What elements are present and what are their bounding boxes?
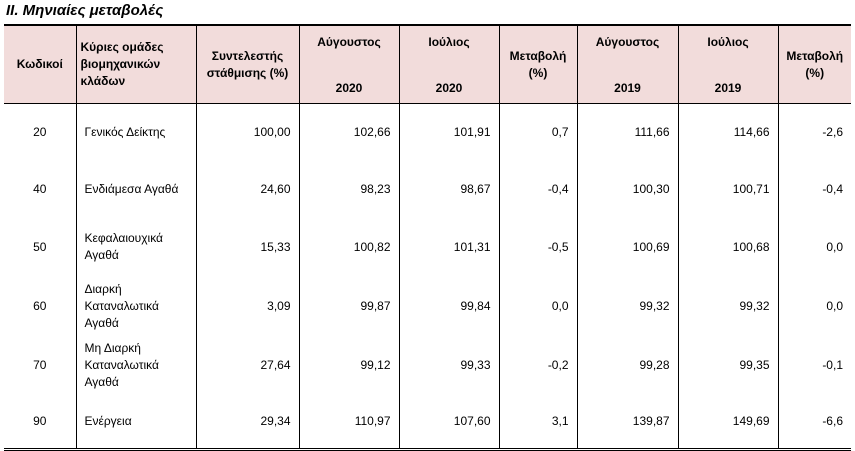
row-aug-2019: 99,32 [576, 276, 678, 336]
row-jul-2020: 99,84 [398, 276, 499, 336]
header-code: Κωδικοί [16, 57, 63, 71]
table-row: 20 Γενικός Δείκτης 100,00 102,66 101,91 0,7 11… [4, 103, 851, 161]
row-change-2: -0,4 [777, 160, 851, 218]
row-jul-2019: 100,68 [677, 217, 778, 277]
header-jul-2019: Ιούλιος 2019 [677, 25, 778, 104]
row-jul-2019: 100,71 [677, 160, 778, 218]
row-name: Γενικός Δείκτης [75, 103, 196, 161]
table-row: 70 Μη Διαρκή Καταναλωτικά Αγαθά 27,64 99,12… [4, 335, 851, 395]
table-row: 50 Κεφαλαιουχικά Αγαθά 15,33 100,82 101,31 -0… [4, 217, 851, 277]
table-row: 90 Ενέργεια 29,34 110,97 107,60 3,1 139,87 149,… [4, 394, 851, 450]
row-change-2: 0,0 [777, 276, 851, 336]
header-weight: Συντελεστής στάθμισης (%) [195, 25, 299, 104]
row-aug-2020: 98,23 [298, 160, 399, 218]
header-change-2: Μεταβολή (%) [777, 25, 851, 104]
row-change-1: -0,2 [498, 335, 577, 395]
row-jul-2019: 99,35 [677, 335, 778, 395]
row-aug-2020: 100,82 [298, 217, 399, 277]
monthly-changes-table: Κωδικοί Κύριες ομάδες βιομηχανικών κλάδω… [4, 24, 851, 451]
row-jul-2019: 99,32 [677, 276, 778, 336]
row-aug-2019: 100,30 [576, 160, 678, 218]
header-jul-2020: Ιούλιος 2020 [398, 25, 499, 104]
row-aug-2019: 99,28 [576, 335, 678, 395]
row-name: Κεφαλαιουχικά Αγαθά [75, 217, 196, 277]
row-aug-2019: 139,87 [576, 394, 678, 450]
row-jul-2020: 98,67 [398, 160, 499, 218]
row-code: 20 [33, 125, 47, 140]
row-weight: 29,34 [195, 394, 299, 450]
row-aug-2019: 111,66 [576, 103, 678, 161]
row-weight: 15,33 [195, 217, 299, 277]
header-aug-2020: Αύγουστος 2020 [298, 25, 399, 104]
row-change-1: 0,0 [498, 276, 577, 336]
row-aug-2020: 102,66 [298, 103, 399, 161]
section-title: II. Μηνιαίες μεταβολές [6, 2, 164, 19]
row-aug-2020: 99,87 [298, 276, 399, 336]
row-jul-2019: 114,66 [677, 103, 778, 161]
row-aug-2020: 99,12 [298, 335, 399, 395]
row-change-1: -0,5 [498, 217, 577, 277]
row-change-1: 3,1 [498, 394, 577, 450]
row-code: 40 [33, 182, 47, 196]
row-name: Ενέργεια [75, 394, 196, 450]
header-groups: Κύριες ομάδες βιομηχανικών κλάδων [75, 25, 196, 104]
row-jul-2020: 101,31 [398, 217, 499, 277]
row-change-1: -0,4 [498, 160, 577, 218]
row-aug-2019: 100,69 [576, 217, 678, 277]
header-aug-2019: Αύγουστος 2019 [576, 25, 678, 104]
row-jul-2020: 107,60 [398, 394, 499, 450]
row-weight: 3,09 [195, 276, 299, 336]
row-change-1: 0,7 [498, 103, 577, 161]
row-change-2: -0,1 [777, 335, 851, 395]
row-code: 60 [33, 299, 47, 313]
row-weight: 27,64 [195, 335, 299, 395]
table-row: 40 Ενδιάμεσα Αγαθά 24,60 98,23 98,67 -0,4 100,… [4, 160, 851, 218]
row-jul-2020: 101,91 [398, 103, 499, 161]
row-code: 90 [33, 414, 47, 429]
row-weight: 100,00 [195, 103, 299, 161]
header-change-1: Μεταβολή (%) [498, 25, 577, 104]
row-name: Διαρκή Καταναλωτικά Αγαθά [75, 276, 196, 336]
row-name: Ενδιάμεσα Αγαθά [75, 160, 196, 218]
header-row: Κωδικοί Κύριες ομάδες βιομηχανικών κλάδω… [4, 25, 851, 104]
table-row: 60 Διαρκή Καταναλωτικά Αγαθά 3,09 99,87 99,8… [4, 276, 851, 336]
row-aug-2020: 110,97 [298, 394, 399, 450]
row-change-2: -6,6 [777, 394, 851, 450]
row-change-2: 0,0 [777, 217, 851, 277]
row-code: 70 [33, 358, 47, 372]
row-weight: 24,60 [195, 160, 299, 218]
row-name: Μη Διαρκή Καταναλωτικά Αγαθά [75, 335, 196, 395]
row-code: 50 [33, 240, 47, 254]
row-change-2: -2,6 [777, 103, 851, 161]
row-jul-2020: 99,33 [398, 335, 499, 395]
row-jul-2019: 149,69 [677, 394, 778, 450]
